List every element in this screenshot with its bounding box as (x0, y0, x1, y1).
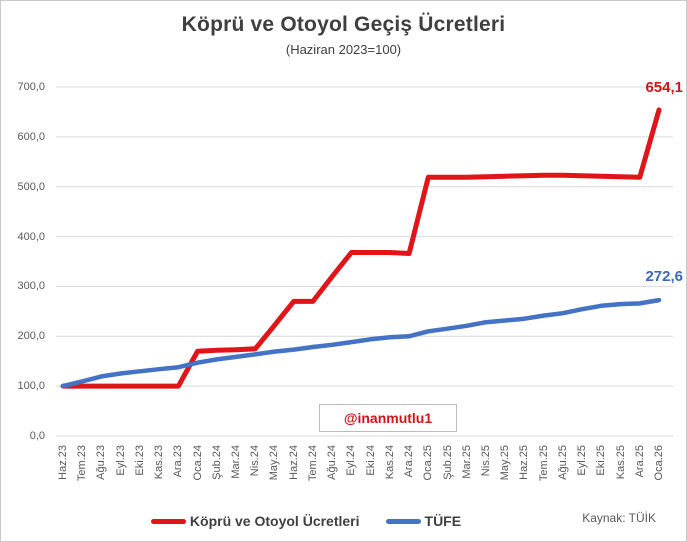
x-tick-label: Eki.23 (133, 445, 146, 476)
x-tick-label: Şub.24 (210, 445, 223, 480)
x-tick-label: Tem.23 (76, 445, 89, 482)
y-tick-label: 100,0 (17, 380, 45, 393)
x-tick-label: Mar.25 (460, 445, 473, 479)
legend-item-tufe: TÜFE (385, 513, 462, 529)
x-tick-label: Eki.24 (364, 445, 377, 476)
series-end-label-tolls: 654,1 (645, 79, 683, 96)
y-tick-label: 600,0 (17, 130, 45, 143)
x-tick-label: Oca.24 (191, 445, 204, 481)
x-tick-label: Eki.25 (595, 445, 608, 476)
legend: Köprü ve Otoyol Ücretleri TÜFE (1, 513, 611, 529)
x-tick-label: Şub.25 (441, 445, 454, 480)
x-tick-label: Tem.25 (537, 445, 550, 482)
source-label: Kaynak: TÜİK (582, 511, 656, 525)
x-tick-label: Mar.24 (230, 445, 243, 479)
x-tick-label: Ağu.25 (556, 445, 569, 480)
series-end-label-tufe: 272,6 (645, 268, 683, 285)
x-tick-label: Ara.24 (403, 445, 416, 478)
x-tick-label: Ara.25 (633, 445, 646, 478)
x-tick-label: Eyl.23 (114, 445, 127, 476)
series-line-tolls (60, 107, 662, 389)
legend-swatch-tolls-icon (150, 518, 186, 524)
x-tick-label: Oca.25 (422, 445, 435, 481)
x-tick-label: Kas.24 (383, 445, 396, 480)
x-tick-label: Ara.23 (172, 445, 185, 478)
watermark-box: @inanmutlu1 (319, 404, 457, 432)
x-tick-label: Tem.24 (306, 445, 319, 482)
x-tick-label: Nis.25 (479, 445, 492, 477)
legend-item-tolls: Köprü ve Otoyol Ücretleri (150, 513, 360, 529)
x-tick-label: Kas.23 (153, 445, 166, 480)
x-tick-label: Kas.25 (614, 445, 627, 480)
x-tick-label: May.24 (268, 445, 281, 481)
x-tick-label: Eyl.25 (576, 445, 589, 476)
watermark-handle: @inanmutlu1 (343, 410, 433, 426)
x-tick-label: May.25 (499, 445, 512, 481)
legend-swatch-tufe-icon (385, 518, 421, 524)
legend-label-tolls: Köprü ve Otoyol Ücretleri (189, 513, 360, 529)
chart-title: Köprü ve Otoyol Geçiş Ücretleri (181, 13, 506, 36)
legend-label-tufe: TÜFE (424, 513, 462, 529)
y-tick-label: 700,0 (17, 81, 45, 93)
x-tick-label: Eyl.24 (345, 445, 358, 476)
y-tick-label: 300,0 (17, 280, 45, 293)
y-tick-label: 0,0 (29, 430, 45, 442)
series-line-tufe (60, 297, 662, 389)
x-tick-label: Nis.24 (249, 445, 262, 477)
x-tick-label: Haz.23 (57, 445, 69, 480)
x-tick-label: Haz.25 (518, 445, 531, 480)
x-tick-label: Ağu.24 (326, 445, 339, 480)
chart-subtitle: (Haziran 2023=100) (285, 42, 402, 57)
x-tick-label: Oca.26 (653, 445, 665, 481)
x-tick-label: Ağu.23 (95, 445, 108, 480)
y-tick-label: 200,0 (17, 330, 45, 343)
x-tick-label: Haz.24 (287, 445, 300, 480)
y-tick-label: 500,0 (17, 180, 45, 193)
y-tick-label: 400,0 (17, 230, 45, 243)
